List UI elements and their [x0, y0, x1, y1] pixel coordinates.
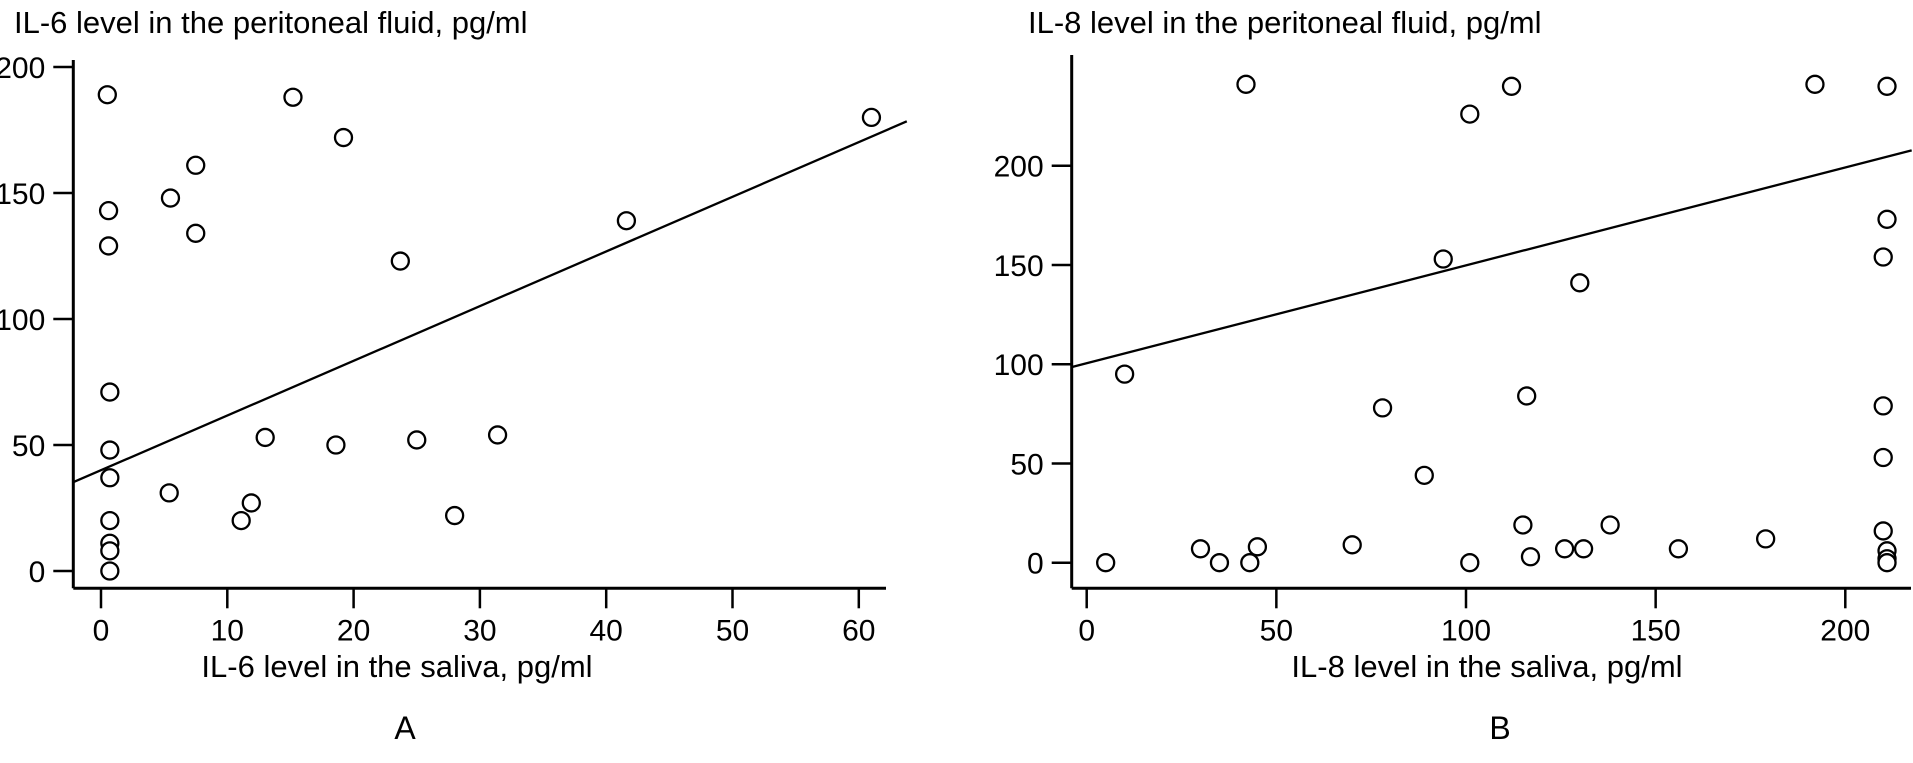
data-point [1096, 553, 1116, 573]
data-point [1805, 74, 1825, 94]
data-point [444, 505, 465, 526]
data-point [1460, 553, 1480, 573]
data-point [1433, 249, 1453, 269]
data-point [1554, 539, 1575, 559]
data-point [333, 127, 354, 148]
panel-b: 0 50 100 150 200 0 50 100 150 200 [994, 55, 1912, 647]
data-point [100, 440, 120, 460]
x-tick-label: 0 [1078, 614, 1095, 647]
data-point [98, 236, 119, 256]
data-point [861, 107, 882, 128]
data-point [390, 251, 410, 271]
y-tick-label: 200 [994, 151, 1044, 184]
data-point [1873, 521, 1893, 541]
data-point [326, 435, 346, 455]
y-tick-label: 0 [1027, 548, 1044, 581]
x-tick-label: 50 [1260, 614, 1293, 647]
x-tick-label: 40 [590, 614, 623, 647]
y-tick-label: 0 [29, 556, 46, 589]
panel-b-title: IL-8 level in the peritoneal fluid, pg/m… [1028, 5, 1542, 40]
data-point [160, 188, 181, 208]
panel-a: 0 10 20 30 40 50 60 0 50 100 150 200 [0, 52, 908, 647]
x-tick-label: 30 [463, 614, 496, 647]
data-point [98, 200, 119, 221]
data-point [1240, 553, 1260, 573]
data-point [1600, 515, 1620, 535]
data-point [159, 483, 179, 503]
data-point [1247, 537, 1268, 557]
y-tick-label: 150 [994, 250, 1044, 283]
data-point [1236, 74, 1256, 94]
x-tick-label: 150 [1631, 614, 1681, 647]
data-point [1873, 247, 1893, 267]
data-point [283, 87, 303, 107]
data-point [1668, 539, 1689, 559]
x-tick-label: 200 [1820, 614, 1870, 647]
panel-a-letter: A [394, 710, 416, 746]
data-point [1573, 539, 1594, 559]
x-tick-label: 60 [842, 614, 875, 647]
data-point [1372, 398, 1393, 418]
y-tick-label: 150 [0, 178, 45, 211]
data-point [1501, 76, 1522, 96]
panel-a-x-axis-label: IL-6 level in the saliva, pg/ml [201, 649, 593, 684]
x-tick-label: 20 [337, 614, 370, 647]
data-point [1877, 76, 1897, 96]
data-point [100, 382, 120, 402]
data-point [1460, 104, 1480, 124]
data-point [1520, 547, 1541, 567]
data-point [231, 510, 251, 531]
data-point [1190, 539, 1211, 559]
data-point [487, 425, 508, 445]
y-tick-label: 50 [1010, 448, 1043, 481]
data-point [1513, 515, 1533, 535]
data-point [186, 223, 206, 243]
y-tick-label: 200 [0, 52, 45, 85]
panel-b-letter: B [1489, 710, 1511, 746]
data-point [1755, 529, 1776, 549]
data-point [1414, 465, 1434, 486]
data-point [100, 510, 120, 531]
data-point [1873, 447, 1893, 468]
data-point [241, 493, 261, 513]
data-point [1877, 553, 1897, 573]
data-point [1570, 273, 1590, 293]
data-point [255, 427, 275, 448]
data-point [100, 468, 120, 488]
x-tick-label: 100 [1441, 614, 1491, 647]
data-point [616, 211, 637, 231]
data-point [186, 155, 206, 175]
data-point [1209, 553, 1230, 573]
x-tick-label: 0 [93, 614, 110, 647]
data-point [1877, 209, 1897, 229]
data-point [1342, 535, 1362, 555]
x-tick-label: 10 [211, 614, 244, 647]
trend-line [72, 120, 908, 484]
data-point [97, 85, 117, 105]
data-point [100, 541, 120, 561]
y-tick-label: 100 [0, 304, 45, 337]
data-point [1517, 386, 1537, 406]
x-tick-label: 50 [716, 614, 749, 647]
data-point [1114, 364, 1135, 384]
y-tick-label: 50 [12, 430, 45, 463]
data-point [1873, 396, 1893, 416]
panel-a-title: IL-6 level in the peritoneal fluid, pg/m… [14, 5, 528, 40]
panel-b-x-axis-label: IL-8 level in the saliva, pg/ml [1291, 649, 1683, 684]
data-point [100, 561, 120, 581]
y-tick-label: 100 [994, 349, 1044, 382]
trend-line [1071, 149, 1912, 369]
data-point [407, 430, 427, 450]
